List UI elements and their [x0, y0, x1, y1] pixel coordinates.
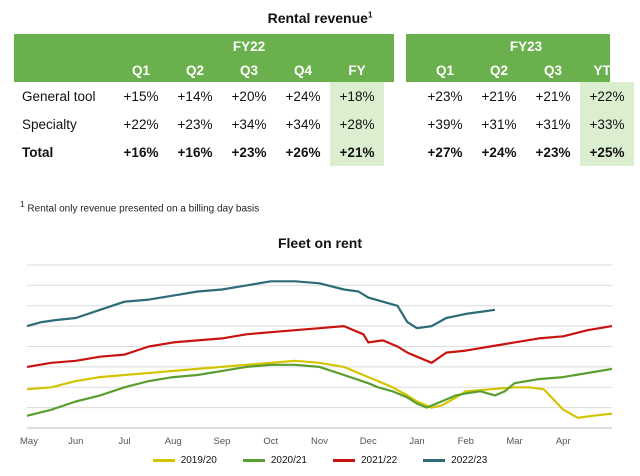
table-title: Rental revenue1 — [267, 10, 373, 26]
legend: 2019/20 2020/21 2021/22 2022/23 — [0, 455, 640, 466]
series-line-2022-23 — [26, 280, 496, 330]
table-cell: +16% — [177, 144, 213, 160]
table-cell: +34% — [285, 116, 321, 132]
table-cell: +24% — [481, 144, 517, 160]
col-header: YTD — [593, 62, 621, 78]
col-header: Q4 — [293, 62, 312, 78]
series-line-2021-22 — [26, 325, 613, 368]
table-cell: +16% — [123, 144, 159, 160]
table-cell: +26% — [285, 144, 321, 160]
row-label: General tool — [22, 88, 96, 104]
chart-title: Fleet on rent — [277, 235, 362, 251]
col-header: Q3 — [239, 62, 258, 78]
table-cell: +21% — [481, 88, 517, 104]
table-cell: +18% — [330, 82, 384, 110]
col-header: Q2 — [489, 62, 508, 78]
x-tick-label: Aug — [165, 436, 182, 447]
table-cell: +23% — [427, 88, 463, 104]
table-cell: +24% — [285, 88, 321, 104]
fy23-header-band — [406, 34, 610, 82]
x-tick-label: Nov — [311, 436, 328, 447]
x-tick-label: Sep — [214, 436, 231, 447]
x-tick-label: Mar — [506, 436, 522, 447]
group-header-fy23: FY23 — [509, 38, 543, 54]
legend-item-2020-21: 2020/21 — [242, 455, 307, 466]
group-header-fy22: FY22 — [232, 38, 266, 54]
x-tick-label: Dec — [360, 436, 377, 447]
table-cell: +31% — [535, 116, 571, 132]
x-tick-label: Jul — [118, 436, 130, 447]
row-label: Total — [22, 144, 54, 160]
legend-item-2019-20: 2019/20 — [152, 455, 217, 466]
legend-item-2022-23: 2022/23 — [423, 455, 487, 466]
table-cell: +21% — [535, 88, 571, 104]
col-header: Q3 — [543, 62, 562, 78]
rental-revenue-table: FY22 FY23 Q1 Q2 Q3 Q4 FY Q1 Q2 Q3 YTD Ge… — [14, 34, 634, 166]
series-line-2020-21 — [26, 363, 613, 417]
table-cell: +14% — [177, 88, 213, 104]
table-cell: +34% — [231, 116, 267, 132]
fy22-header-band — [14, 34, 394, 82]
x-tick-label: Jun — [68, 436, 83, 447]
x-tick-label: Apr — [556, 436, 571, 447]
table-row: General tool +15% +14% +20% +24% +18% +2… — [14, 82, 634, 110]
table-cell: +25% — [580, 138, 634, 166]
x-tick-label: Jan — [409, 436, 424, 447]
col-header: FY — [348, 62, 366, 78]
row-label: Specialty — [22, 116, 77, 132]
series-line-2019-20 — [26, 359, 613, 419]
col-header: Q1 — [435, 62, 454, 78]
table-cell: +23% — [177, 116, 213, 132]
table-row: Specialty +22% +23% +34% +34% +28% +39% … — [14, 110, 634, 138]
table-cell: +20% — [231, 88, 267, 104]
footnote: 1 Rental only revenue presented on a bil… — [20, 199, 260, 215]
table-cell: +31% — [481, 116, 517, 132]
table-cell: +39% — [427, 116, 463, 132]
table-cell: +23% — [231, 144, 267, 160]
table-cell: +27% — [427, 144, 463, 160]
table-row-total: Total +16% +16% +23% +26% +21% +27% +24%… — [14, 138, 634, 166]
col-header: Q2 — [185, 62, 204, 78]
table-cell: +21% — [330, 138, 384, 166]
x-tick-label: May — [20, 436, 38, 447]
table-cell: +22% — [123, 116, 159, 132]
x-tick-label: Oct — [263, 436, 278, 447]
col-header: Q1 — [131, 62, 150, 78]
table-cell: +33% — [580, 110, 634, 138]
legend-item-2021-22: 2021/22 — [333, 455, 397, 466]
table-cell: +15% — [123, 88, 159, 104]
x-tick-label: Feb — [458, 436, 474, 447]
table-cell: +22% — [580, 82, 634, 110]
table-cell: +28% — [330, 110, 384, 138]
table-cell: +23% — [535, 144, 571, 160]
